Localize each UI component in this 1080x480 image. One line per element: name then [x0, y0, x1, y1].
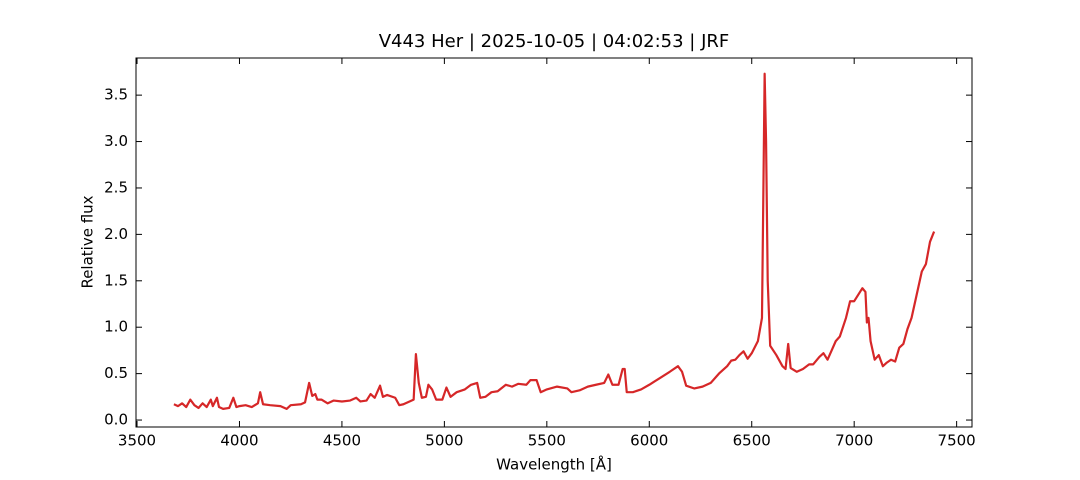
y-tick-label: 3.0 [104, 132, 128, 150]
y-tick-label: 3.5 [104, 86, 128, 104]
x-tick-label: 7500 [938, 432, 976, 450]
x-tick-label: 5500 [528, 432, 566, 450]
y-tick-label: 2.0 [104, 225, 128, 243]
x-tick-label: 4500 [323, 432, 361, 450]
y-tick-label: 1.0 [104, 318, 128, 336]
spectrum-line [173, 72, 936, 410]
x-tick-label: 7000 [835, 432, 873, 450]
chart-title: V443 Her | 2025-10-05 | 04:02:53 | JRF [379, 31, 730, 52]
y-axis-label: Relative flux [79, 195, 97, 288]
plot-frame [135, 57, 973, 428]
x-tick-label: 3500 [118, 432, 156, 450]
x-axis-label: Wavelength [Å] [496, 455, 612, 474]
y-tick-label: 0.5 [104, 364, 128, 382]
x-tick-label: 6500 [733, 432, 771, 450]
y-tick-label: 0.0 [104, 411, 128, 429]
y-tick-label: 2.5 [104, 178, 128, 196]
y-tick-label: 1.5 [104, 271, 128, 289]
x-tick-label: 5000 [425, 432, 463, 450]
x-tick-label: 6000 [630, 432, 668, 450]
x-tick-label: 4000 [220, 432, 258, 450]
